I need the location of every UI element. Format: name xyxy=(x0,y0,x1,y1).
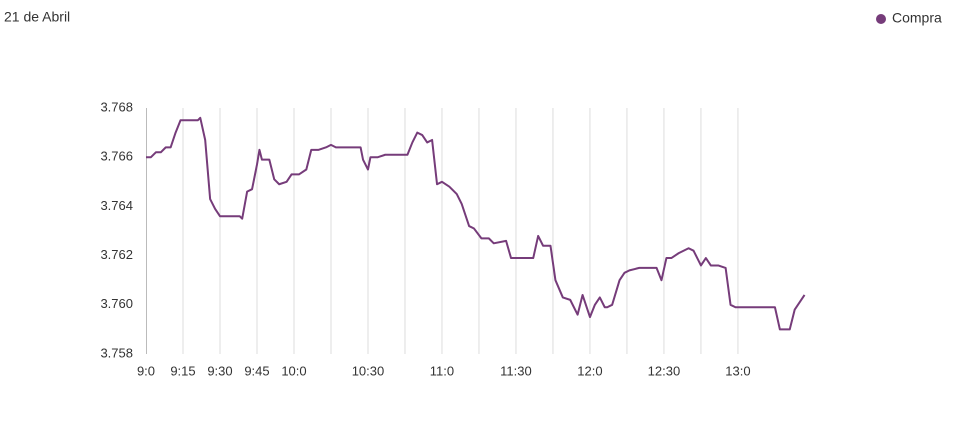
chart-title: 21 de Abril xyxy=(4,9,70,25)
y-tick-label: 3.762 xyxy=(100,247,133,262)
x-tick-label: 9:0 xyxy=(137,363,155,378)
y-tick-label: 3.760 xyxy=(100,296,133,311)
x-tick-label: 9:30 xyxy=(207,363,232,378)
y-tick-label: 3.764 xyxy=(100,198,133,213)
y-tick-label: 3.768 xyxy=(100,99,133,114)
x-tick-label: 13:0 xyxy=(725,363,750,378)
x-tick-label: 9:45 xyxy=(244,363,269,378)
y-tick-label: 3.766 xyxy=(100,149,133,164)
x-tick-label: 12:30 xyxy=(648,363,681,378)
x-tick-label: 11:30 xyxy=(500,363,532,378)
line-series xyxy=(146,116,806,331)
x-tick-label: 11:0 xyxy=(430,363,454,378)
x-tick-label: 10:0 xyxy=(281,363,306,378)
legend-marker xyxy=(876,14,886,24)
x-tick-label: 9:15 xyxy=(170,363,195,378)
x-tick-label: 10:30 xyxy=(352,363,385,378)
legend-label: Compra xyxy=(892,10,942,26)
y-tick-label: 3.758 xyxy=(100,345,133,360)
x-tick-label: 12:0 xyxy=(577,363,602,378)
